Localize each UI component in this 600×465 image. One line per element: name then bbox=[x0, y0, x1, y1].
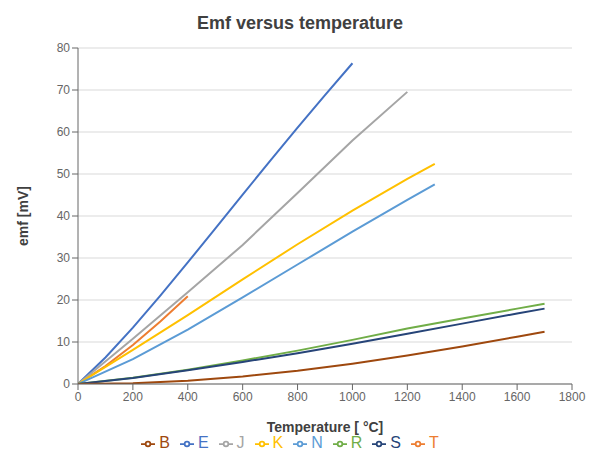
svg-text:70: 70 bbox=[57, 83, 71, 97]
svg-text:50: 50 bbox=[57, 167, 71, 181]
html-text:T: T bbox=[429, 434, 439, 451]
svg-text:0: 0 bbox=[63, 377, 70, 391]
svg-text:10: 10 bbox=[57, 335, 71, 349]
svg-text:400: 400 bbox=[178, 390, 198, 404]
svg-text:1400: 1400 bbox=[449, 390, 476, 404]
svg-text:40: 40 bbox=[57, 209, 71, 223]
svg-text:600: 600 bbox=[233, 390, 253, 404]
html-text:E: E bbox=[197, 434, 209, 451]
svg-text:Temperature [ °C]: Temperature [ °C] bbox=[267, 419, 384, 435]
svg-text:200: 200 bbox=[123, 390, 143, 404]
svg-text:emf [mV]: emf [mV] bbox=[15, 186, 31, 246]
svg-text:1600: 1600 bbox=[504, 390, 531, 404]
svg-text:80: 80 bbox=[57, 41, 71, 55]
svg-text:1200: 1200 bbox=[394, 390, 421, 404]
html-text:Emf versus temperature: Emf versus temperature bbox=[197, 13, 403, 33]
svg-text:800: 800 bbox=[288, 390, 308, 404]
html-text:K: K bbox=[272, 434, 284, 451]
html-text:N: N bbox=[311, 434, 323, 451]
svg-text:20: 20 bbox=[57, 293, 71, 307]
svg-text:1800: 1800 bbox=[559, 390, 586, 404]
html-text:J: J bbox=[236, 434, 245, 451]
html-text:S: S bbox=[390, 434, 401, 451]
svg-text:30: 30 bbox=[57, 251, 71, 265]
svg-text:60: 60 bbox=[57, 125, 71, 139]
svg-text:1000: 1000 bbox=[339, 390, 366, 404]
html-text:B: B bbox=[159, 434, 170, 451]
html-text:R: R bbox=[350, 434, 363, 451]
svg-text:0: 0 bbox=[75, 390, 82, 404]
